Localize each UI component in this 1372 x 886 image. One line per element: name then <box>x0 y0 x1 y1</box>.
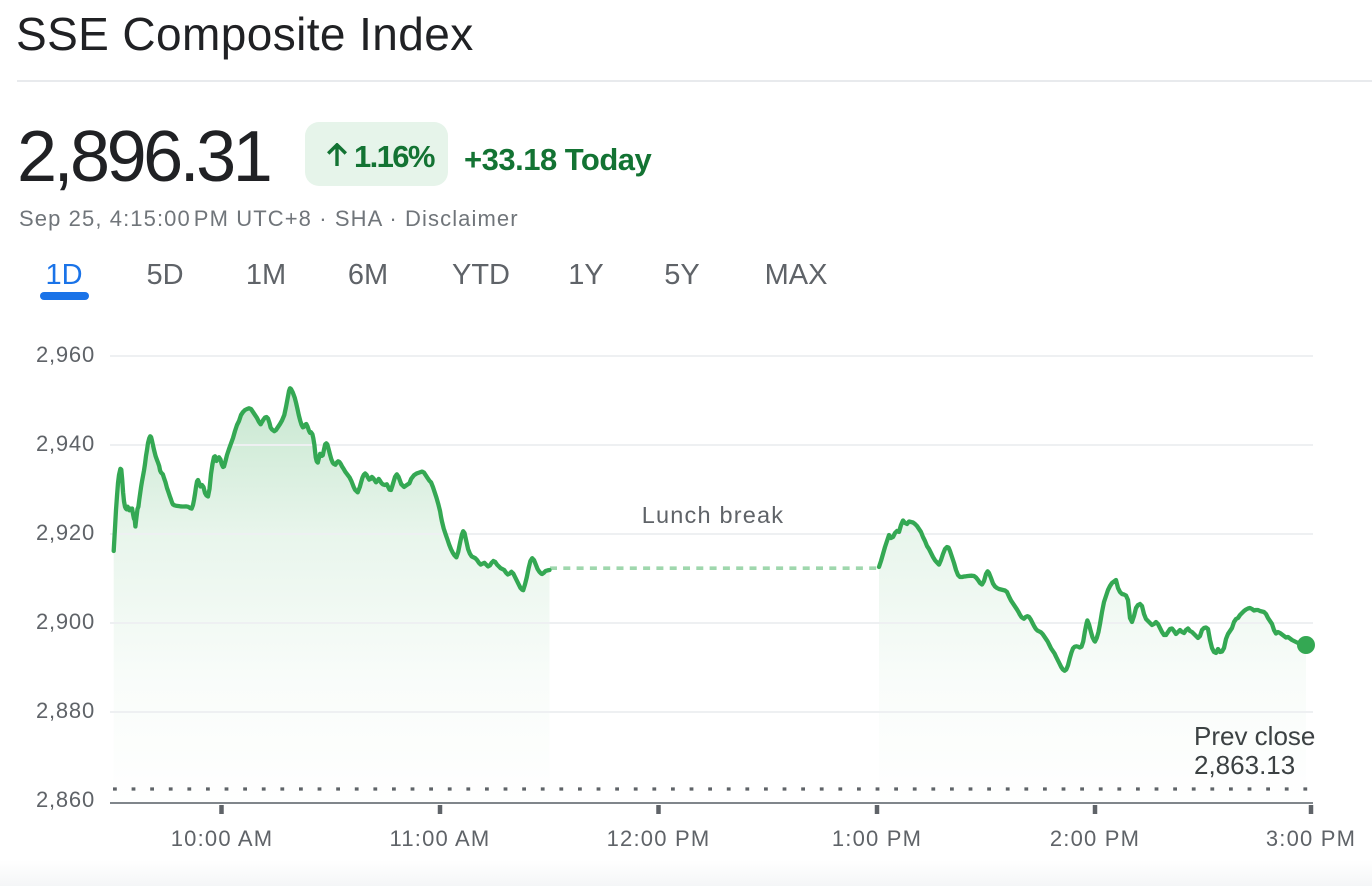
svg-text:2,960: 2,960 <box>36 342 95 367</box>
svg-text:2,880: 2,880 <box>36 698 95 723</box>
svg-text:11:00 AM: 11:00 AM <box>390 826 491 851</box>
svg-text:10:00 AM: 10:00 AM <box>171 826 274 851</box>
svg-text:3:00 PM: 3:00 PM <box>1266 826 1356 851</box>
svg-text:2,920: 2,920 <box>36 520 95 545</box>
svg-text:Lunch break: Lunch break <box>642 502 785 528</box>
svg-text:2,860: 2,860 <box>36 787 95 812</box>
svg-text:2:00 PM: 2:00 PM <box>1050 826 1140 851</box>
svg-text:2,940: 2,940 <box>36 431 95 456</box>
svg-text:2,900: 2,900 <box>36 609 95 634</box>
svg-text:12:00 PM: 12:00 PM <box>607 826 711 851</box>
svg-text:1:00 PM: 1:00 PM <box>832 826 922 851</box>
